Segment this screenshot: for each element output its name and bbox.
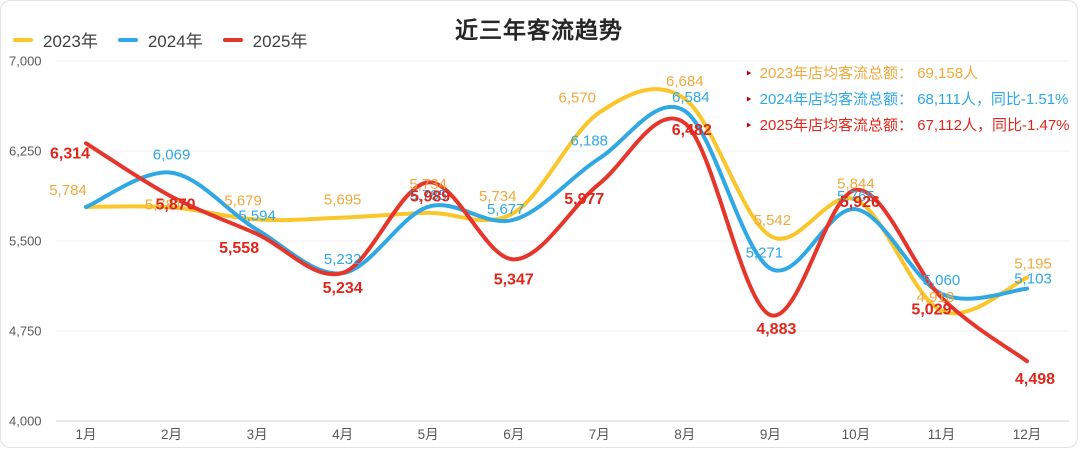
data-label-2024年-7月: 6,188: [570, 132, 608, 149]
series-line-2023年: [84, 87, 1029, 316]
y-axis-tick-label: 7,000: [9, 54, 42, 69]
data-label-2023年-12月: 5,195: [1014, 256, 1052, 273]
data-label-2024年-4月: 5,232: [324, 251, 362, 268]
annotation-row-1: ‣ 2024年店均客流总额： 68,111人，同比-1.51%: [745, 89, 1070, 110]
summary-annotations: ‣ 2023年店均客流总额： 69,158人 ‣ 2024年店均客流总额： 68,11…: [745, 63, 1070, 141]
data-label-2023年-10月: 5,844: [837, 176, 875, 193]
x-axis-label: 12月: [1013, 427, 1042, 442]
annotation-row-0: ‣ 2023年店均客流总额： 69,158人: [745, 63, 1070, 84]
x-axis-label: 2月: [161, 427, 182, 442]
y-axis-tick-label: 5,500: [9, 234, 42, 249]
x-axis-label: 7月: [589, 427, 610, 442]
data-label-2024年-10月: 5,765: [837, 188, 875, 205]
x-axis-label: 11月: [928, 427, 956, 442]
series-line-2024年: [84, 104, 1029, 301]
x-axis-label: 1月: [75, 427, 96, 442]
data-label-2025年-4月: 5,234: [323, 280, 363, 297]
annotation-bullet-icon: ‣: [745, 92, 753, 107]
series-line-2025年: [84, 116, 1029, 364]
data-label-2025年-12月: 4,498: [1015, 371, 1055, 388]
data-label-2023年-5月: 5,734: [409, 176, 447, 193]
data-label-2025年-3月: 5,558: [219, 240, 259, 257]
legend-item-2025年[interactable]: 2025年: [222, 27, 308, 52]
x-axis-label: 8月: [674, 427, 695, 442]
x-axis-label: 3月: [247, 427, 268, 442]
data-label-2025年-11月: 5,029: [911, 302, 951, 319]
data-label-2024年-11月: 5,060: [923, 272, 961, 289]
chart-legend: 2023年 2024年 2025年: [13, 27, 307, 52]
annotation-text: 2023年店均客流总额： 69,158人: [759, 65, 979, 82]
annotation-bullet-icon: ‣: [745, 66, 753, 81]
y-axis-tick-label: 6,250: [9, 144, 42, 159]
data-label-2023年-3月: 5,679: [224, 193, 262, 210]
annotation-text: 2025年店均客流总额： 67,112人，同比-1.47%: [759, 117, 1070, 134]
x-axis-label: 5月: [418, 427, 439, 442]
legend-item-2024年[interactable]: 2024年: [117, 27, 203, 52]
annotation-text: 2024年店均客流总额： 68,111人，同比-1.51%: [759, 91, 1069, 108]
data-label-2024年-9月: 5,271: [746, 244, 784, 261]
data-label-2025年-9月: 4,883: [756, 321, 796, 338]
data-label-2023年-4月: 5,695: [324, 192, 362, 209]
legend-swatch-icon: [117, 37, 138, 42]
data-label-2023年-1月: 5,784: [49, 182, 87, 199]
data-label-2024年-3月: 5,594: [238, 208, 276, 225]
data-label-2025年-6月: 5,347: [494, 271, 534, 288]
data-label-2023年-2月: 5,781: [145, 196, 183, 213]
legend-label: 2024年: [147, 32, 203, 51]
x-axis-label: 9月: [760, 427, 781, 442]
legend-item-2023年[interactable]: 2023年: [13, 27, 98, 52]
data-label-2024年-8月: 6,584: [672, 89, 710, 106]
x-axis-label: 10月: [842, 427, 871, 442]
data-label-2025年-2月: 5,870: [156, 197, 196, 214]
x-axis-label: 4月: [332, 427, 353, 442]
data-label-2025年-5月: 5,989: [410, 188, 450, 205]
data-label-2023年-6月: 5,734: [479, 188, 517, 205]
data-label-2023年-11月: 4,918: [917, 289, 955, 306]
data-label-2023年-9月: 5,542: [754, 212, 792, 229]
data-label-2024年-6月: 5,677: [487, 201, 525, 218]
data-label-2024年-12月: 5,103: [1014, 271, 1052, 288]
legend-label: 2023年: [43, 32, 98, 51]
annotation-row-2: ‣ 2025年店均客流总额： 67,112人，同比-1.47%: [745, 115, 1070, 136]
data-label-2024年-5月: 5,785: [409, 187, 447, 204]
data-label-2025年-10月: 5,926: [840, 194, 880, 211]
data-label-2025年-1月: 6,314: [50, 145, 90, 162]
x-axis-label: 6月: [503, 427, 524, 442]
data-label-2023年-8月: 6,684: [666, 73, 704, 90]
annotation-bullet-icon: ‣: [745, 118, 753, 133]
legend-swatch-icon: [222, 37, 243, 42]
data-label-2023年-7月: 6,570: [558, 90, 596, 107]
y-axis-tick-label: 4,750: [9, 324, 42, 339]
legend-swatch-icon: [13, 37, 33, 42]
data-label-2024年-2月: 6,069: [153, 147, 191, 164]
y-axis-tick-label: 4,000: [9, 414, 42, 429]
data-label-2025年-7月: 5,977: [564, 191, 604, 208]
legend-label: 2025年: [252, 32, 308, 51]
data-label-2025年-8月: 6,482: [672, 122, 712, 139]
